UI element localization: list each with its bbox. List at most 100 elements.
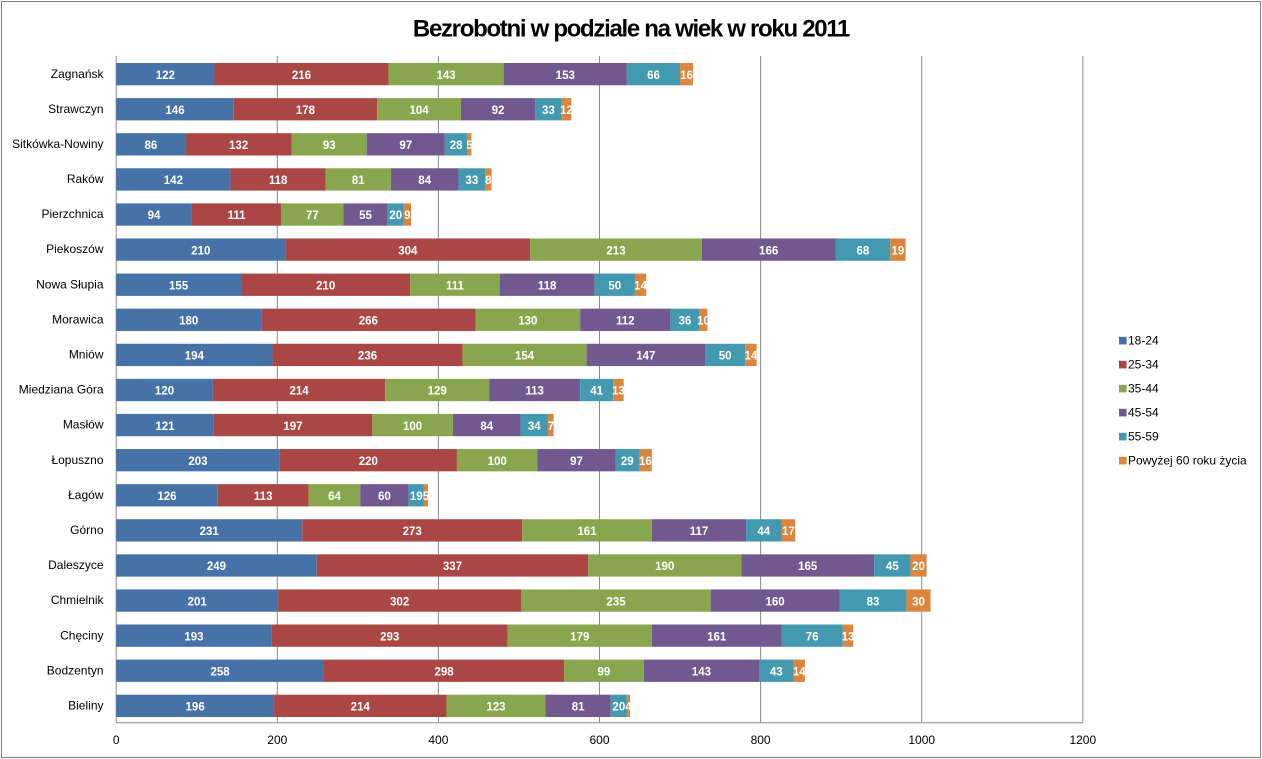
svg-text:210: 210: [191, 245, 210, 257]
svg-text:Bodzentyn: Bodzentyn: [47, 663, 104, 677]
svg-text:304: 304: [398, 245, 418, 257]
svg-text:111: 111: [228, 210, 247, 222]
svg-text:Zagnańsk: Zagnańsk: [51, 67, 105, 81]
svg-text:273: 273: [403, 526, 422, 538]
svg-text:Sitkówka-Nowiny: Sitkówka-Nowiny: [12, 137, 103, 151]
svg-text:161: 161: [707, 631, 727, 643]
svg-text:200: 200: [267, 733, 287, 747]
svg-text:126: 126: [157, 491, 176, 503]
svg-text:Bieliny: Bieliny: [68, 698, 103, 712]
svg-text:400: 400: [428, 733, 448, 747]
svg-text:214: 214: [289, 386, 309, 398]
svg-text:179: 179: [570, 631, 589, 643]
svg-text:9: 9: [404, 210, 410, 222]
svg-text:132: 132: [229, 140, 248, 152]
svg-text:5: 5: [423, 491, 430, 503]
svg-text:235: 235: [606, 596, 626, 608]
svg-text:190: 190: [655, 561, 674, 573]
svg-text:258: 258: [211, 666, 231, 678]
svg-text:Strawczyn: Strawczyn: [48, 102, 103, 116]
svg-text:60: 60: [378, 491, 391, 503]
svg-text:55-59: 55-59: [1128, 429, 1159, 443]
svg-text:97: 97: [570, 456, 583, 468]
svg-text:117: 117: [690, 526, 709, 538]
svg-text:Miedziana Góra: Miedziana Góra: [19, 383, 104, 397]
svg-text:12: 12: [560, 105, 573, 117]
svg-text:Nowa Słupia: Nowa Słupia: [36, 277, 104, 291]
svg-text:77: 77: [306, 210, 319, 222]
svg-text:18-24: 18-24: [1128, 333, 1159, 347]
svg-text:118: 118: [269, 175, 288, 187]
svg-text:Piekoszów: Piekoszów: [46, 242, 104, 256]
svg-text:111: 111: [446, 280, 465, 292]
svg-text:20: 20: [389, 210, 402, 222]
svg-text:94: 94: [148, 210, 161, 222]
svg-text:161: 161: [577, 526, 597, 538]
svg-text:76: 76: [806, 631, 819, 643]
svg-text:120: 120: [155, 386, 174, 398]
svg-text:41: 41: [590, 386, 603, 398]
svg-text:29: 29: [621, 456, 634, 468]
svg-text:123: 123: [486, 702, 505, 714]
svg-text:210: 210: [316, 280, 335, 292]
svg-text:193: 193: [184, 631, 203, 643]
svg-text:4: 4: [625, 702, 632, 714]
svg-text:55: 55: [359, 210, 372, 222]
svg-text:147: 147: [636, 351, 655, 363]
svg-text:97: 97: [399, 140, 412, 152]
svg-text:130: 130: [518, 316, 537, 328]
svg-text:86: 86: [144, 140, 157, 152]
svg-text:20: 20: [612, 702, 625, 714]
svg-text:249: 249: [207, 561, 226, 573]
svg-text:99: 99: [598, 666, 611, 678]
svg-text:45-54: 45-54: [1128, 405, 1159, 419]
svg-text:122: 122: [156, 70, 175, 82]
svg-text:214: 214: [351, 702, 371, 714]
svg-text:16: 16: [680, 70, 693, 82]
svg-text:81: 81: [572, 702, 585, 714]
svg-text:216: 216: [292, 70, 311, 82]
svg-text:81: 81: [352, 175, 365, 187]
svg-text:19: 19: [892, 245, 905, 257]
svg-text:129: 129: [428, 386, 447, 398]
svg-text:Łagów: Łagów: [68, 488, 104, 502]
svg-text:Pierzchnica: Pierzchnica: [41, 207, 103, 221]
svg-text:1000: 1000: [908, 733, 935, 747]
svg-text:50: 50: [608, 280, 621, 292]
svg-text:7: 7: [548, 421, 554, 433]
svg-text:154: 154: [515, 351, 535, 363]
svg-text:Mniów: Mniów: [69, 348, 104, 362]
svg-text:100: 100: [488, 456, 507, 468]
svg-text:Łopuszno: Łopuszno: [51, 453, 103, 467]
svg-text:50: 50: [719, 351, 732, 363]
svg-text:600: 600: [589, 733, 609, 747]
svg-text:5: 5: [466, 140, 473, 152]
svg-text:66: 66: [647, 70, 660, 82]
svg-text:166: 166: [759, 245, 778, 257]
svg-text:337: 337: [443, 561, 462, 573]
svg-text:14: 14: [793, 666, 806, 678]
svg-text:113: 113: [254, 491, 273, 503]
svg-text:266: 266: [359, 316, 378, 328]
svg-text:121: 121: [155, 421, 175, 433]
svg-text:14: 14: [745, 351, 758, 363]
svg-text:143: 143: [692, 666, 711, 678]
svg-text:112: 112: [616, 316, 635, 328]
svg-text:17: 17: [782, 526, 795, 538]
svg-text:Raków: Raków: [67, 172, 104, 186]
svg-text:14: 14: [634, 280, 647, 292]
svg-text:Masłów: Masłów: [63, 418, 104, 432]
svg-text:146: 146: [165, 105, 184, 117]
svg-text:160: 160: [766, 596, 785, 608]
svg-text:30: 30: [912, 596, 925, 608]
svg-text:20: 20: [912, 561, 925, 573]
svg-text:68: 68: [857, 245, 870, 257]
svg-text:197: 197: [283, 421, 302, 433]
svg-text:Górno: Górno: [70, 523, 104, 537]
svg-text:203: 203: [188, 456, 207, 468]
svg-text:64: 64: [328, 491, 341, 503]
svg-text:118: 118: [538, 280, 557, 292]
svg-text:44: 44: [757, 526, 770, 538]
svg-text:Powyżej 60 roku życia: Powyżej 60 roku życia: [1128, 453, 1247, 467]
svg-text:302: 302: [390, 596, 409, 608]
